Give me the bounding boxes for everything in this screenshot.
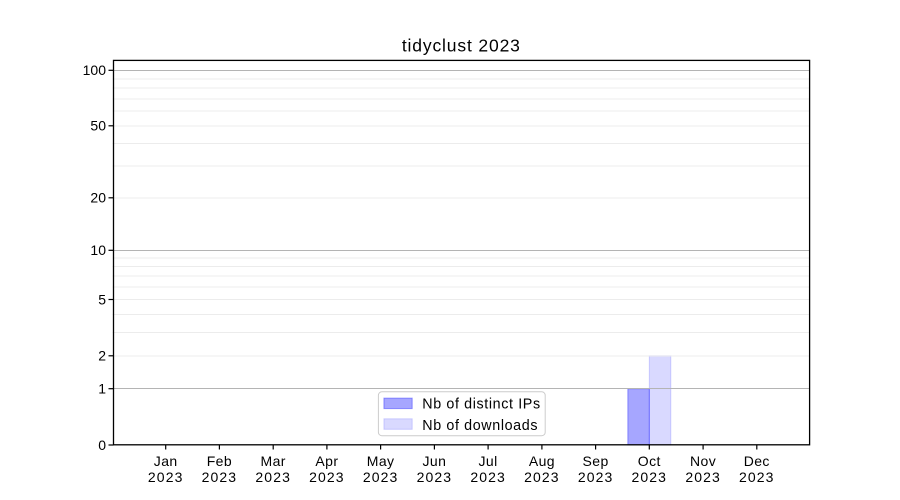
svg-text:Jul: Jul [479, 453, 498, 469]
svg-text:2023: 2023 [739, 469, 775, 485]
svg-text:2023: 2023 [417, 469, 453, 485]
svg-text:0: 0 [98, 437, 106, 453]
svg-text:100: 100 [83, 62, 107, 78]
svg-text:2023: 2023 [363, 469, 399, 485]
svg-text:Mar: Mar [261, 453, 286, 469]
svg-text:1: 1 [98, 381, 106, 397]
svg-text:2023: 2023 [632, 469, 668, 485]
svg-text:Oct: Oct [638, 453, 661, 469]
svg-text:2023: 2023 [470, 469, 506, 485]
svg-text:10: 10 [90, 242, 106, 258]
svg-text:Nb of distinct IPs: Nb of distinct IPs [422, 397, 540, 413]
svg-text:2023: 2023 [309, 469, 345, 485]
svg-text:5: 5 [98, 291, 106, 307]
svg-text:Dec: Dec [744, 453, 770, 469]
svg-text:2023: 2023 [685, 469, 721, 485]
svg-text:2023: 2023 [578, 469, 614, 485]
svg-text:Aug: Aug [529, 453, 555, 469]
svg-text:Nov: Nov [690, 453, 716, 469]
svg-text:2: 2 [98, 348, 106, 364]
svg-text:Jun: Jun [423, 453, 447, 469]
svg-text:2023: 2023 [255, 469, 291, 485]
svg-text:50: 50 [90, 118, 106, 134]
svg-text:Sep: Sep [583, 453, 609, 469]
svg-text:2023: 2023 [524, 469, 560, 485]
svg-text:Feb: Feb [207, 453, 232, 469]
svg-text:Apr: Apr [315, 453, 338, 469]
svg-text:2023: 2023 [202, 469, 238, 485]
svg-text:tidyclust 2023: tidyclust 2023 [402, 36, 521, 56]
svg-text:Nb of downloads: Nb of downloads [422, 418, 538, 434]
svg-text:Jan: Jan [154, 453, 178, 469]
svg-text:May: May [367, 453, 395, 469]
svg-text:20: 20 [90, 190, 106, 206]
svg-text:2023: 2023 [148, 469, 184, 485]
